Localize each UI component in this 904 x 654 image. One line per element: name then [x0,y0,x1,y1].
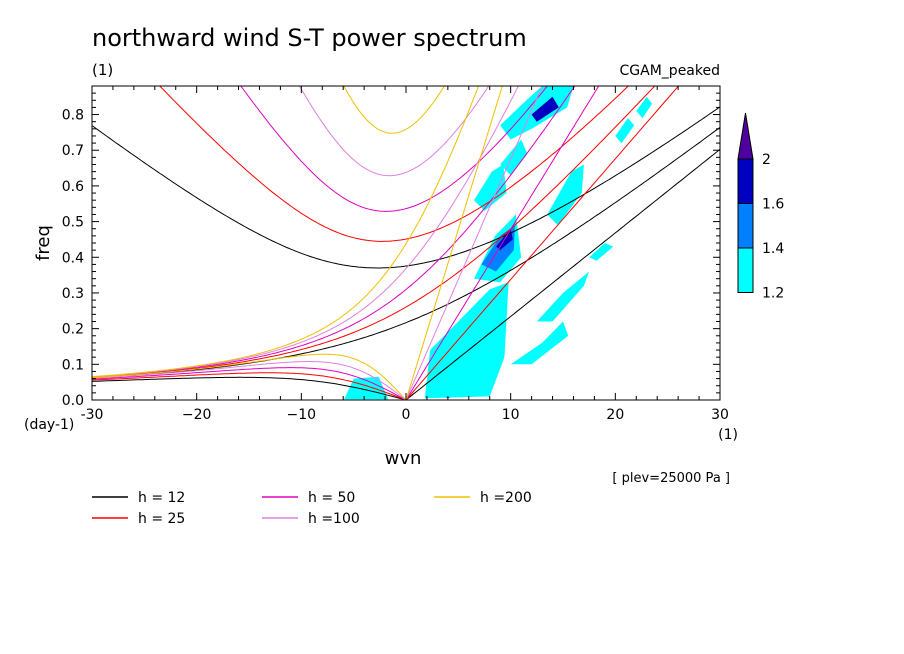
x-tick-label: 10 [502,407,520,423]
x-axis-ticks: -30 −20 −10 0 10 20 30 [81,86,729,423]
x-tick-label: 0 [402,407,411,423]
chart-subtitle-right: CGAM_peaked [620,63,720,79]
kelvin-curve-4 [405,86,503,400]
colorbar-top-arrow [737,112,754,160]
x-tick-label: −20 [182,407,212,423]
colorbar-label: 1.4 [762,241,784,257]
spectral-region-19 [615,118,635,144]
spectral-region-16 [536,271,590,322]
mrg-curve-1 [92,86,656,378]
colorbar-label: 1.6 [762,197,784,213]
spectral-region-12 [500,139,528,176]
colorbar-label: 1.2 [762,286,784,302]
mrg-curve-4 [92,86,480,378]
kelvin-curve-3 [405,86,543,400]
x-tick-label: 30 [711,407,729,423]
y-tick-label: 0.8 [62,108,84,124]
spectral-region-14 [531,96,559,122]
gravity-curve-4 [343,86,445,134]
kelvin-curve-0 [405,148,720,400]
mrg-curve-0 [92,126,720,379]
chart-subtitle-left: (1) [92,61,113,79]
spectral-region-18 [589,243,614,261]
colorbar-segment-2 [737,158,754,204]
x-tick-label: -30 [81,407,104,423]
legend-label-4: h =200 [480,490,532,506]
kelvin-curve-1 [405,86,680,400]
gravity-curve-2 [240,86,548,212]
y-axis-ticks: 0.0 0.1 0.2 0.3 0.4 0.5 0.6 0.7 0.8 [62,92,720,409]
y-tick-label: 0.1 [62,357,84,373]
y-tick-label: 0.6 [62,179,84,195]
rossby-curve-3 [92,361,407,400]
y-tick-label: 0.4 [62,250,84,266]
colorbar: 1.2 1.4 1.6 2 [737,112,784,302]
plev-annotation: [ plev=25000 Pa ] [612,471,730,486]
dispersion-curves [92,86,720,400]
spectral-region-20 [636,96,652,119]
colorbar-segment-1 [737,203,754,249]
rossby-curve-0 [92,376,407,400]
x-tick-label: −10 [287,407,317,423]
x-axis-label: wvn [385,448,422,469]
spectral-region-4 [424,282,509,399]
y-tick-label: 0.3 [62,286,84,302]
x-tick-label: 20 [606,407,624,423]
colorbar-segment-0 [737,247,754,293]
rossby-curve-1 [92,372,407,400]
gravity-curve-3 [298,86,490,177]
colorbar-label: 2 [762,152,771,168]
legend-label-2: h = 50 [308,490,355,506]
x-unit-label: (1) [718,427,738,443]
rossby-curve-4 [92,353,407,400]
legend-label-3: h =100 [308,511,360,527]
chart-title: northward wind S-T power spectrum [92,24,527,52]
gravity-curve-0 [92,106,720,269]
rossby-curve-2 [92,367,407,400]
y-tick-label: 0.7 [62,143,84,159]
spectral-region-11 [474,164,507,211]
mrg-curve-3 [92,86,519,378]
y-tick-label: 0.5 [62,215,84,231]
y-unit-label: (day-1) [24,417,74,433]
y-tick-label: 0.0 [62,393,84,409]
legend-label-0: h = 12 [138,490,185,506]
y-tick-label: 0.2 [62,322,84,338]
spectral-region-17 [510,321,569,365]
gravity-curve-1 [159,86,630,242]
curve-legend: h = 12 h = 25 h = 50 h =100 h =200 [92,490,532,527]
legend-label-1: h = 25 [138,511,185,527]
mrg-curve-2 [92,86,576,378]
y-axis-label: freq [33,225,54,261]
kelvin-curve-2 [405,86,600,400]
